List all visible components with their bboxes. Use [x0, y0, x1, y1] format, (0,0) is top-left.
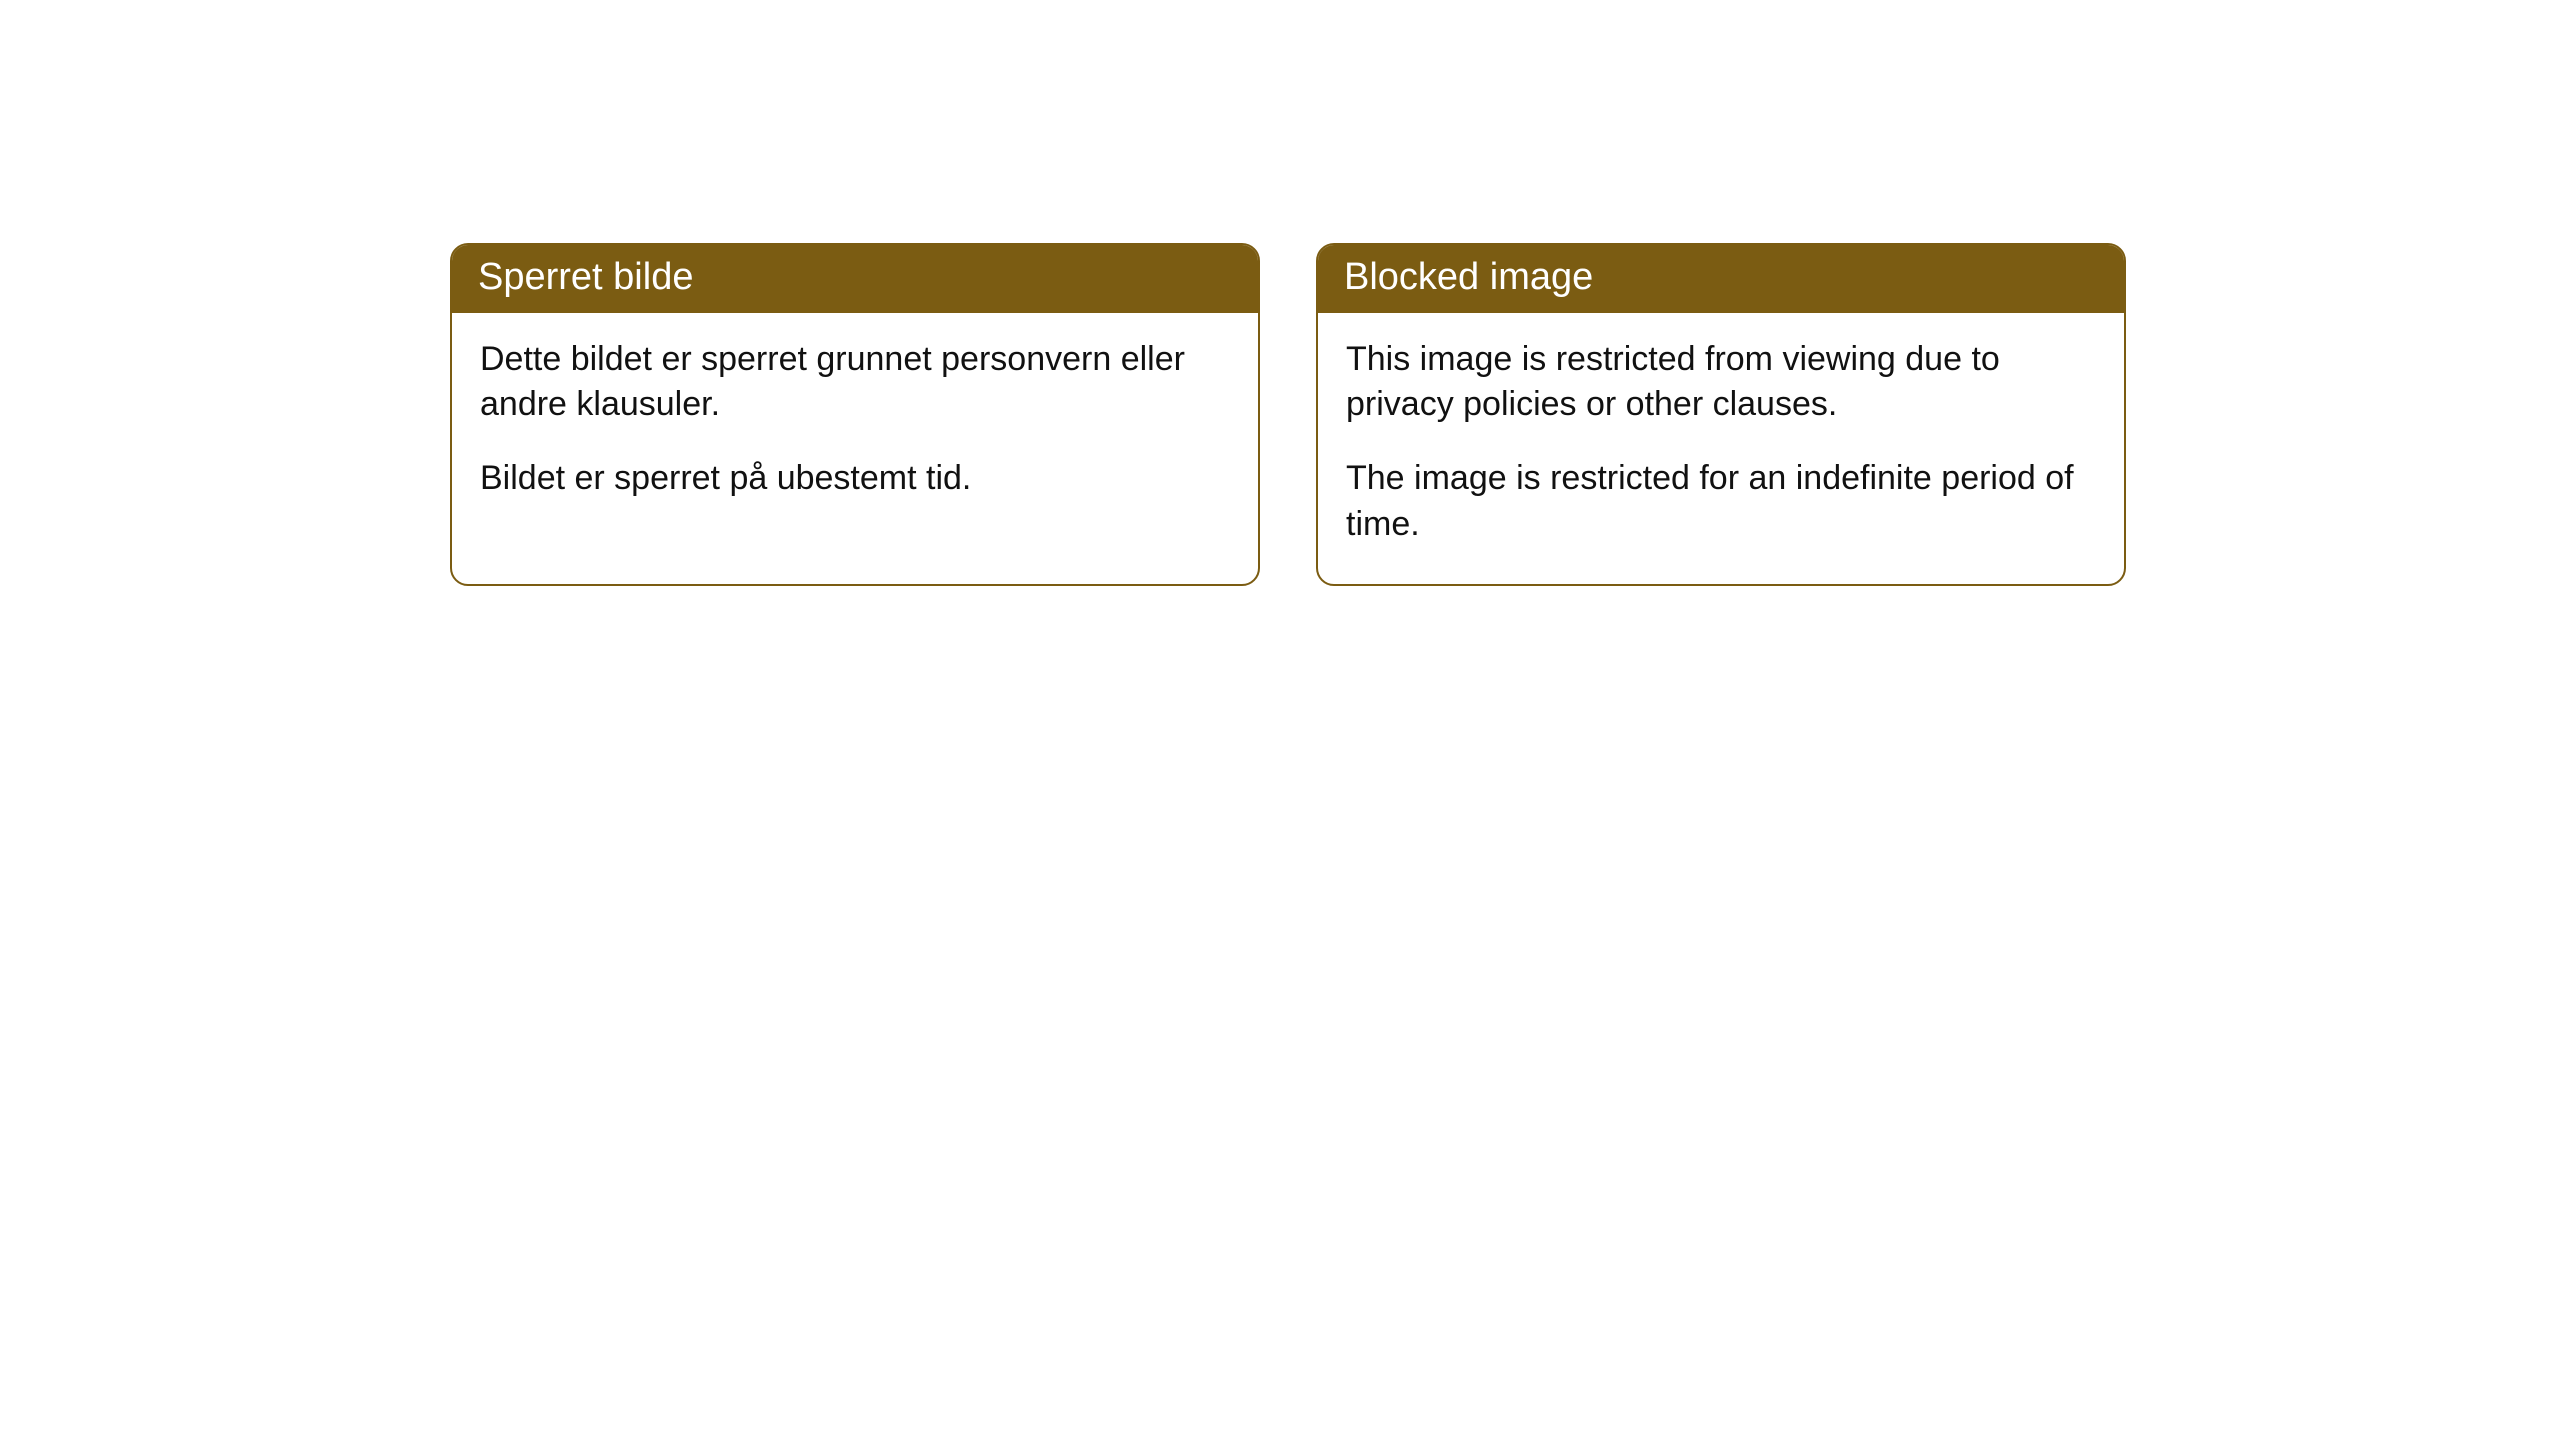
notice-card-norwegian: Sperret bilde Dette bildet er sperret gr…	[450, 243, 1260, 586]
card-title-norwegian: Sperret bilde	[452, 245, 1258, 313]
card-text-line2-no: Bildet er sperret på ubestemt tid.	[480, 456, 1230, 502]
notice-card-english: Blocked image This image is restricted f…	[1316, 243, 2126, 586]
card-text-line1-en: This image is restricted from viewing du…	[1346, 337, 2096, 429]
notice-container: Sperret bilde Dette bildet er sperret gr…	[450, 243, 2126, 586]
card-text-line2-en: The image is restricted for an indefinit…	[1346, 456, 2096, 548]
card-title-english: Blocked image	[1318, 245, 2124, 313]
card-text-line1-no: Dette bildet er sperret grunnet personve…	[480, 337, 1230, 429]
card-body-norwegian: Dette bildet er sperret grunnet personve…	[452, 313, 1258, 539]
card-body-english: This image is restricted from viewing du…	[1318, 313, 2124, 585]
